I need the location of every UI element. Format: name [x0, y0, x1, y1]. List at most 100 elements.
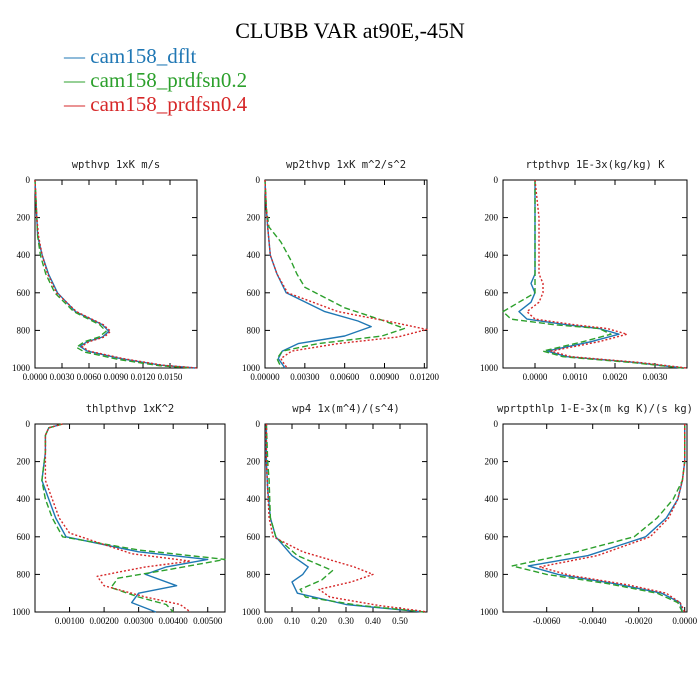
y-tick-label: 1000	[242, 607, 261, 617]
x-tick-label: 0.10	[284, 616, 300, 626]
legend-label: cam158_prdfsn0.4	[90, 92, 248, 116]
legend-entry-prdfsn02: — cam158_prdfsn0.2	[64, 68, 248, 92]
panel-title: wp2thvp 1xK m^2/s^2	[286, 159, 406, 171]
y-tick-label: 800	[485, 569, 499, 579]
y-tick-label: 600	[17, 532, 31, 542]
plot-frame	[264, 179, 428, 369]
chart-panel-6: wprtpthlp 1-E-3x(m kg K)/(s kg) 0 200 400 60…	[480, 403, 698, 626]
y-tick-label: 1000	[12, 607, 31, 617]
y-tick-label: 200	[485, 213, 499, 223]
y-tick-label: 400	[17, 250, 31, 260]
series-line-cam158_prdfsn0.4	[44, 423, 192, 613]
y-tick-label: 400	[485, 494, 499, 504]
chart-panel-3: rtpthvp 1E-3x(kg/kg) K 0 200 400 600 800 1000 0…	[480, 159, 688, 382]
legend-label: cam158_dflt	[90, 44, 197, 68]
y-tick-label: 1000	[12, 363, 31, 373]
y-tick-label: 600	[485, 288, 499, 298]
x-tick-label: 0.20	[311, 616, 327, 626]
x-tick-label: 0.0020	[603, 372, 628, 382]
series-line-cam158_prdfsn0.4	[265, 424, 428, 613]
series-line-cam158_prdfsn0.4	[526, 179, 688, 369]
plot-frame	[502, 423, 688, 613]
legend-entry-prdfsn04: — cam158_prdfsn0.4	[64, 92, 248, 116]
x-tick-label: 0.00300	[124, 616, 154, 626]
y-tick-label: 200	[17, 457, 31, 467]
x-tick-label: 0.00200	[89, 616, 119, 626]
y-tick-label: 200	[485, 457, 499, 467]
legend-label: cam158_prdfsn0.2	[90, 68, 248, 92]
x-tick-label: 0.00600	[330, 372, 360, 382]
y-tick-label: 400	[17, 494, 31, 504]
plot-frame	[502, 179, 688, 369]
x-tick-label: -0.0040	[579, 616, 607, 626]
plot-frame	[34, 423, 226, 613]
series-line-cam158_prdfsn0.2	[265, 423, 425, 613]
panel-title: rtpthvp 1E-3x(kg/kg) K	[525, 159, 665, 171]
y-tick-label: 200	[247, 213, 261, 223]
series-line-cam158_prdfsn0.4	[264, 179, 428, 369]
panel-title: thlpthvp 1xK^2	[86, 403, 175, 415]
y-tick-label: 800	[247, 325, 261, 335]
series-line-cam158_prdfsn0.2	[41, 423, 226, 613]
chart-panel-2: wp2thvp 1xK m^2/s^2020040060080010000.00…	[242, 159, 439, 382]
x-tick-label: 0.0090	[104, 372, 129, 382]
y-tick-label: 1000	[480, 363, 499, 373]
y-tick-label: 1000	[480, 607, 499, 617]
y-tick-label: 400	[247, 494, 261, 504]
figure-title: CLUBB VAR at90E,-45N	[235, 18, 465, 43]
series-line-cam158_dflt	[264, 179, 372, 369]
y-tick-label: 400	[247, 250, 261, 260]
x-tick-label: 0.0030	[50, 372, 75, 382]
y-tick-label: 600	[247, 288, 261, 298]
series-line-cam158_dflt	[34, 179, 196, 369]
x-tick-label: 0.00100	[55, 616, 85, 626]
y-tick-label: 800	[17, 325, 31, 335]
y-tick-label: 200	[247, 457, 261, 467]
panel-title: wprtpthlp 1-E-3x(m kg K)/(s kg)	[497, 403, 693, 415]
series-line-cam158_dflt	[41, 423, 209, 613]
y-tick-label: 800	[247, 569, 261, 579]
x-tick-label: 0.00300	[290, 372, 320, 382]
x-tick-label: 0.0030	[643, 372, 668, 382]
panel-title: wpthvp 1xK m/s	[72, 159, 161, 171]
x-tick-label: 0.0120	[131, 372, 156, 382]
y-tick-label: 200	[17, 213, 31, 223]
y-tick-label: 0	[26, 175, 31, 185]
x-tick-label: 0.0010	[563, 372, 588, 382]
panel-title: wp4 1x(m^4)/(s^4)	[292, 403, 399, 415]
series-line-cam158_dflt	[518, 180, 684, 369]
legend-entry-dflt: — cam158_dflt	[64, 44, 197, 68]
y-tick-label: 0	[494, 175, 499, 185]
series-line-cam158_prdfsn0.2	[34, 179, 193, 369]
x-tick-label: 0.00900	[370, 372, 400, 382]
x-tick-label: -0.0020	[625, 616, 653, 626]
plot-frame	[34, 179, 198, 369]
x-tick-label: 0.00	[257, 616, 273, 626]
y-tick-label: 400	[485, 250, 499, 260]
y-tick-label: 0	[256, 419, 261, 429]
y-tick-label: 800	[17, 569, 31, 579]
x-tick-label: 0.50	[392, 616, 408, 626]
x-tick-label: 0.00000	[250, 372, 280, 382]
x-tick-label: 0.0000	[523, 372, 548, 382]
x-tick-label: 0.0000	[672, 616, 697, 626]
y-tick-label: 600	[485, 532, 499, 542]
series-line-cam158_prdfsn0.2	[264, 179, 406, 369]
x-tick-label: 0.00400	[159, 616, 189, 626]
y-tick-label: 600	[17, 288, 31, 298]
x-tick-label: 0.0000	[23, 372, 48, 382]
series-line-cam158_prdfsn0.2	[511, 424, 686, 613]
x-tick-label: 0.01200	[410, 372, 440, 382]
y-tick-label: 800	[485, 325, 499, 335]
y-tick-label: 600	[247, 532, 261, 542]
series-line-cam158_prdfsn0.4	[539, 424, 686, 613]
chart-panel-4: thlpthvp 1xK^2 0 200 400 600 800 1000 0.00100 0.…	[12, 403, 226, 626]
y-tick-label: 1000	[242, 363, 261, 373]
x-tick-label: 0.30	[338, 616, 354, 626]
y-tick-label: 0	[494, 419, 499, 429]
x-tick-label: 0.0060	[77, 372, 102, 382]
x-tick-label: 0.00500	[193, 616, 223, 626]
